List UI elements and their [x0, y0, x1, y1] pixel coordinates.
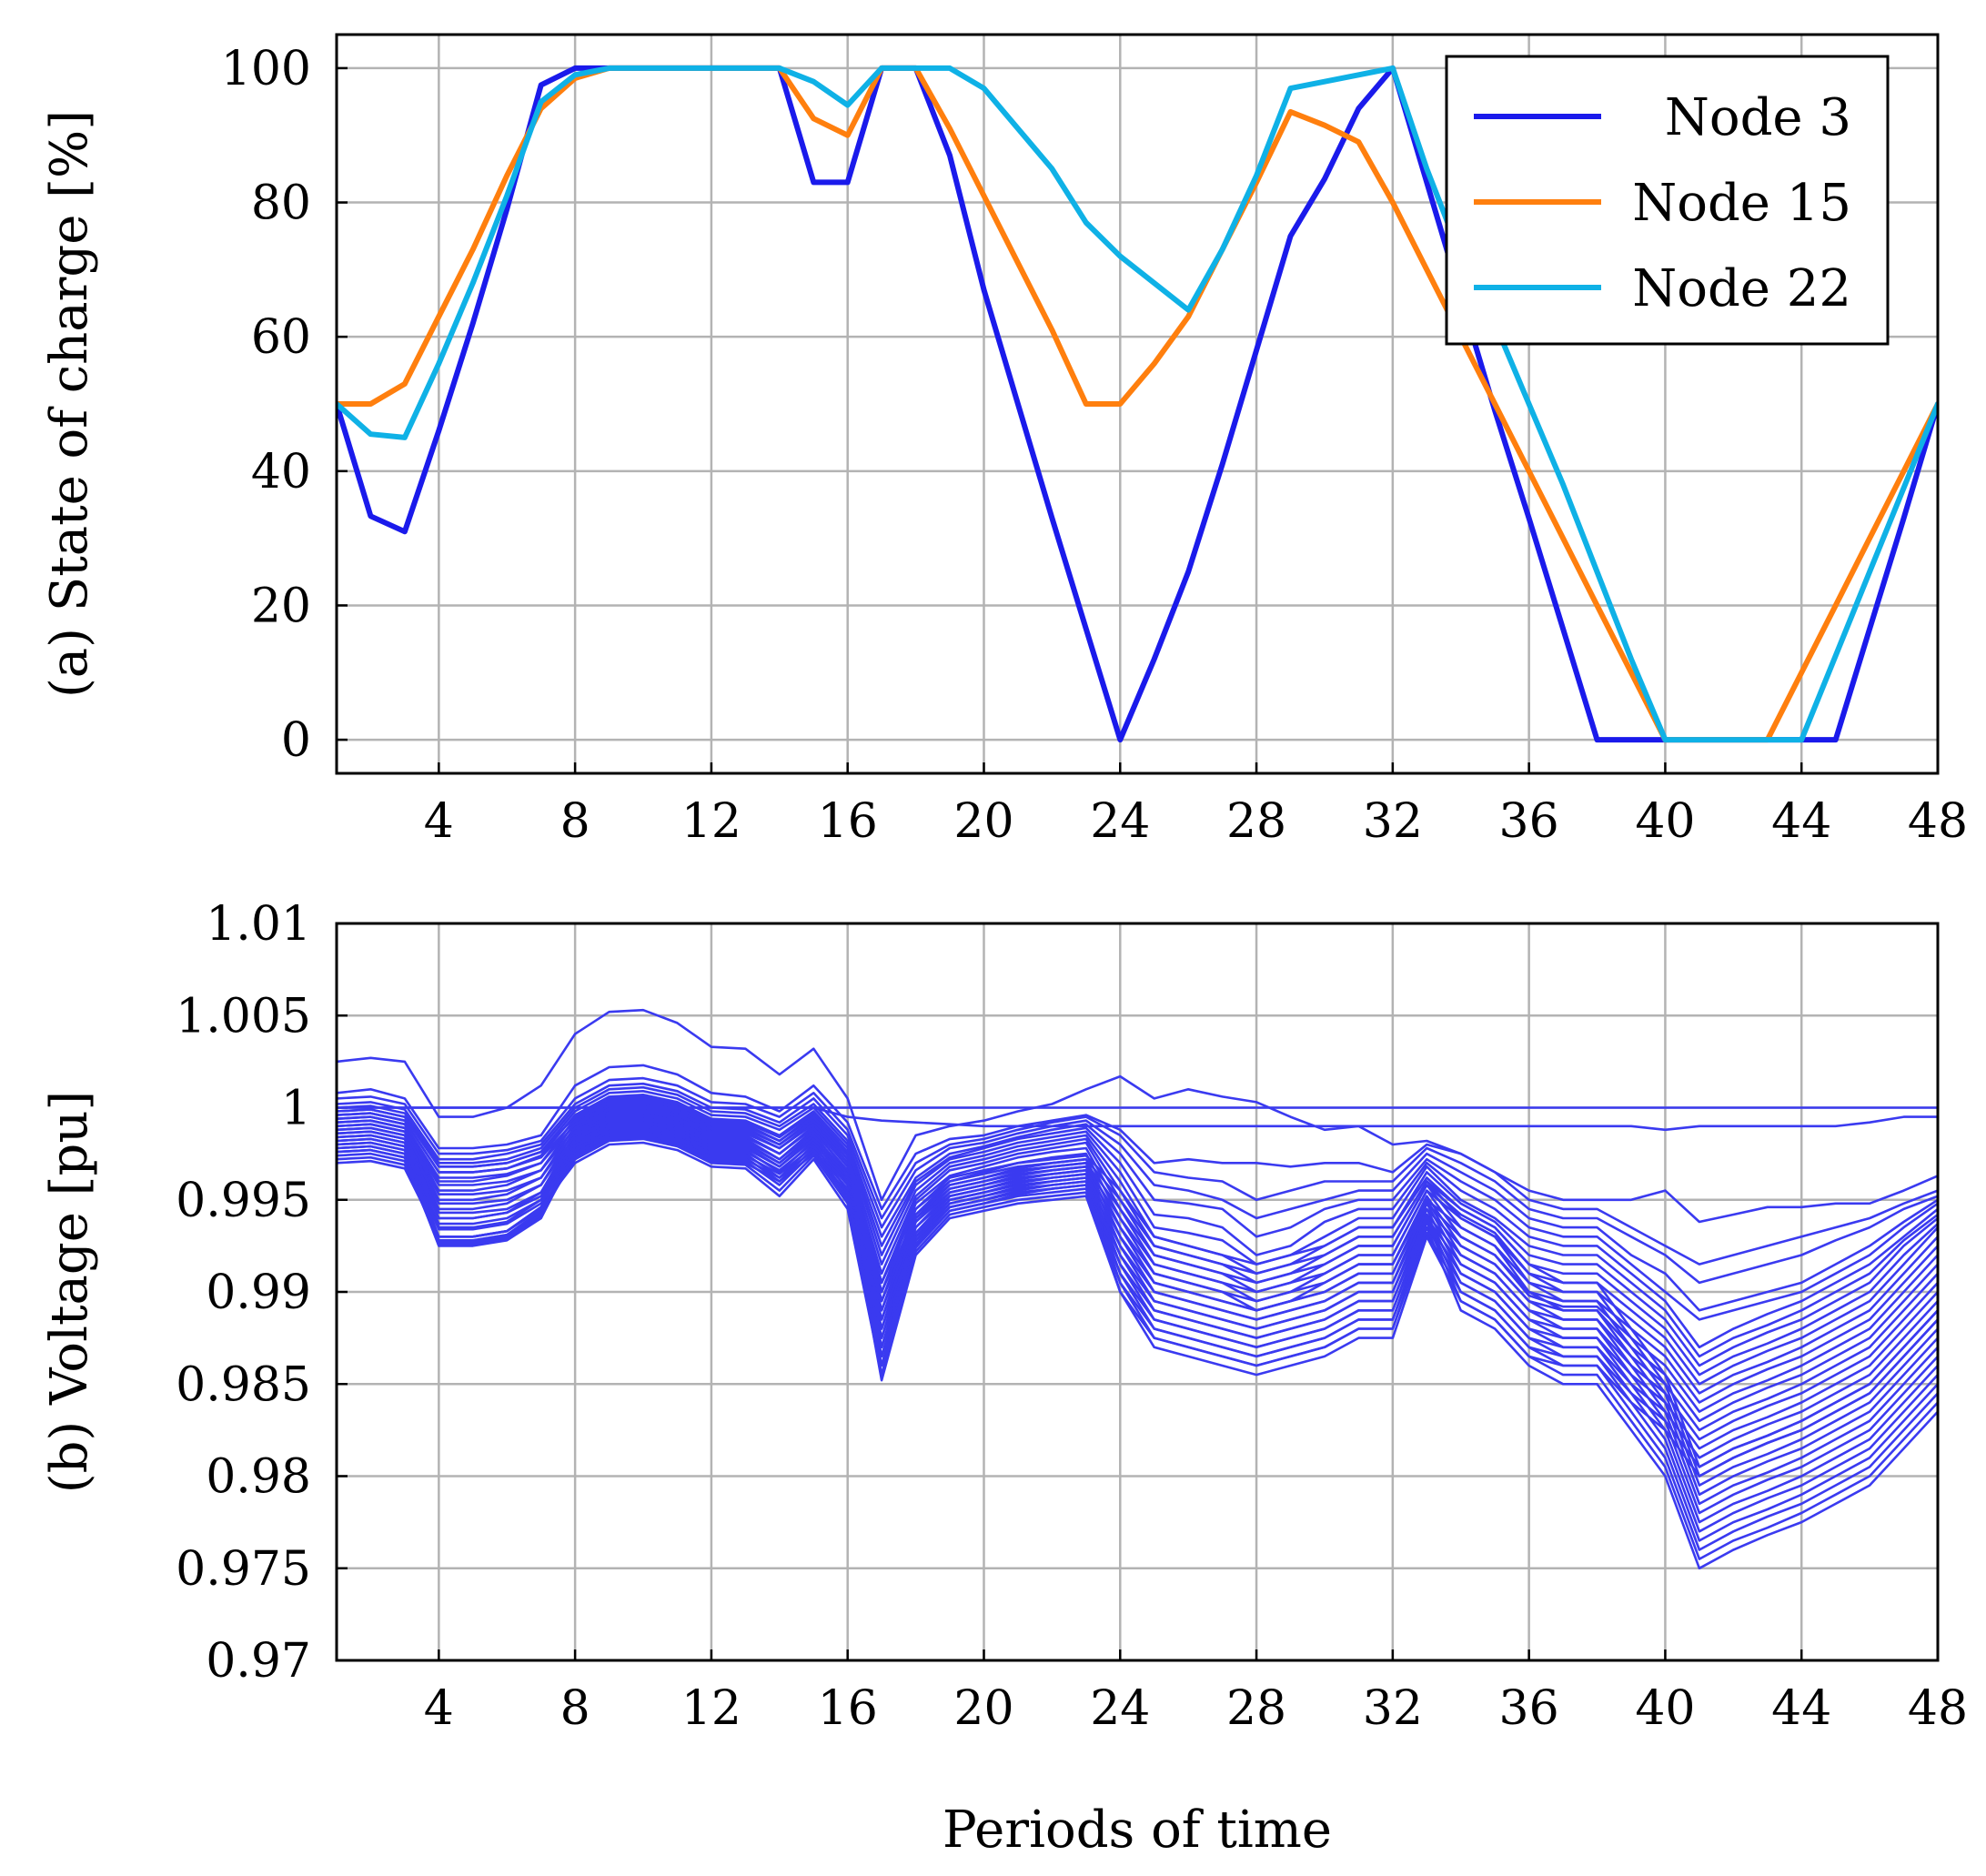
voltage-series-node-11 [337, 1101, 1938, 1377]
voltage-xtick-label-24: 24 [1090, 1681, 1150, 1736]
voltage-xtick-label-32: 32 [1363, 1681, 1423, 1736]
soc-xtick-label-24: 24 [1090, 794, 1150, 849]
voltage-ytick-label-1: 0.975 [176, 1542, 311, 1597]
voltage-series-node-28 [337, 1114, 1938, 1515]
voltage-y-axis-label: (b) Voltage [pu] [40, 1091, 99, 1494]
legend-label-node-22: Node 22 [1632, 259, 1851, 318]
voltage-series-node-25 [337, 1103, 1938, 1487]
voltage-ytick-label-6: 1 [281, 1082, 311, 1136]
legend-label-node-3: Node 3 [1665, 88, 1851, 147]
soc-xtick-label-28: 28 [1226, 794, 1286, 849]
voltage-panel: 4 8 12 16 20 24 28 32 36 40 44 480.970.9750.980.985… [40, 897, 1968, 1736]
soc-ytick-label-2: 40 [251, 445, 311, 499]
voltage-series-node-32 [337, 1128, 1938, 1551]
soc-ytick-label-4: 80 [251, 177, 311, 231]
voltage-series-node-03 [337, 1008, 1938, 1224]
soc-ytick-label-0: 0 [281, 713, 311, 768]
voltage-series-node-34 [337, 1135, 1938, 1570]
voltage-ytick-label-0: 0.97 [206, 1634, 311, 1689]
voltage-series-node-15 [337, 1115, 1938, 1413]
voltage-ytick-label-2: 0.98 [206, 1450, 311, 1505]
x-axis-label: Periods of time [943, 1800, 1332, 1860]
voltage-xtick-label-20: 20 [953, 1681, 1013, 1736]
voltage-series-node-08 [337, 1090, 1938, 1349]
soc-xtick-label-32: 32 [1363, 794, 1423, 849]
soc-ytick-label-1: 20 [251, 579, 311, 633]
legend: Node 3 Node 15 Node 22 [1445, 55, 1890, 346]
voltage-plot-frame [335, 922, 1940, 1662]
voltage-ytick-label-7: 1.005 [176, 989, 311, 1044]
soc-plot-frame [335, 33, 1940, 775]
soc-xtick-label-12: 12 [681, 794, 741, 849]
voltage-series-node-13 [337, 1108, 1938, 1395]
soc-ytick-label-3: 60 [251, 310, 311, 365]
voltage-ytick-label-4: 0.99 [206, 1266, 311, 1320]
voltage-series-node-30 [337, 1121, 1938, 1533]
voltage-ticks: 4 8 12 16 20 24 28 32 36 40 44 480.970.9750.980.985… [176, 897, 1968, 1736]
soc-xtick-label-40: 40 [1635, 794, 1695, 849]
voltage-series-node-23 [337, 1095, 1938, 1468]
voltage-xtick-label-40: 40 [1635, 1681, 1695, 1736]
voltage-ytick-label-5: 0.995 [176, 1174, 311, 1228]
voltage-series-node-05 [337, 1076, 1938, 1285]
voltage-series-node-26 [337, 1106, 1938, 1497]
legend-label-node-15: Node 15 [1632, 174, 1851, 233]
soc-xtick-label-8: 8 [560, 794, 590, 849]
voltage-series-node-06 [337, 1082, 1938, 1312]
voltage-xtick-label-4: 4 [424, 1681, 454, 1736]
soc-series-group [337, 65, 1938, 743]
voltage-series-node-29 [337, 1117, 1938, 1524]
voltage-series-node-12 [337, 1104, 1938, 1386]
voltage-series-node-16 [337, 1119, 1938, 1423]
voltage-series-node-07 [337, 1085, 1938, 1321]
soc-y-axis-label: (a) State of charge [%] [40, 110, 99, 698]
voltage-series-group [337, 1008, 1938, 1570]
soc-xtick-label-44: 44 [1771, 794, 1831, 849]
voltage-series-node-14 [337, 1112, 1938, 1404]
voltage-series-node-04 [337, 1064, 1938, 1266]
voltage-series-node-10 [337, 1097, 1938, 1367]
voltage-xtick-label-28: 28 [1226, 1681, 1286, 1736]
soc-xtick-label-36: 36 [1499, 794, 1559, 849]
voltage-xtick-label-8: 8 [560, 1681, 590, 1736]
voltage-series-node-09 [337, 1094, 1938, 1358]
voltage-ytick-label-3: 0.985 [176, 1357, 311, 1412]
voltage-xtick-label-36: 36 [1499, 1681, 1559, 1736]
voltage-ytick-label-8: 1.01 [206, 897, 311, 952]
soc-xtick-label-16: 16 [818, 794, 878, 849]
voltage-series-node-24 [337, 1099, 1938, 1478]
voltage-xtick-label-16: 16 [818, 1681, 878, 1736]
voltage-xtick-label-48: 48 [1908, 1681, 1968, 1736]
soc-series-node-22 [337, 65, 1938, 743]
voltage-series-node-27 [337, 1110, 1938, 1506]
voltage-series-node-33 [337, 1132, 1938, 1560]
soc-xtick-label-4: 4 [424, 794, 454, 849]
soc-ytick-label-5: 100 [221, 42, 311, 96]
voltage-xtick-label-12: 12 [681, 1681, 741, 1736]
voltage-xtick-label-44: 44 [1771, 1681, 1831, 1736]
soc-xtick-label-48: 48 [1908, 794, 1968, 849]
voltage-series-node-31 [337, 1125, 1938, 1542]
soc-xtick-label-20: 20 [953, 794, 1013, 849]
